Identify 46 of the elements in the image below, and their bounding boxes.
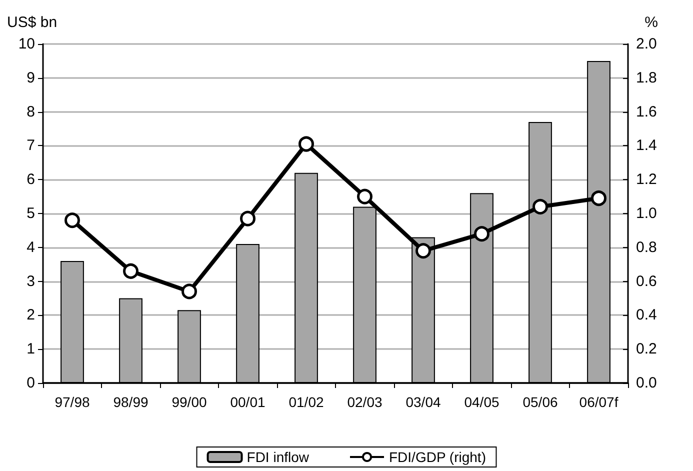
y-tick-label: 5 bbox=[26, 205, 35, 222]
y-tick-label: 1 bbox=[26, 340, 35, 358]
x-tick-label: 04/05 bbox=[464, 394, 500, 410]
y-axis-title: US$ bn bbox=[7, 14, 58, 31]
point bbox=[240, 210, 256, 226]
point bbox=[298, 136, 314, 152]
y-tick-label: 9 bbox=[26, 69, 35, 86]
point bbox=[532, 198, 548, 214]
y2-tick-label: 1.2 bbox=[636, 171, 657, 188]
point bbox=[182, 284, 197, 300]
x-tick-label: 99/00 bbox=[172, 394, 207, 410]
y2-tick-label: 0.0 bbox=[636, 374, 657, 392]
x-tick-label: 01/02 bbox=[288, 394, 324, 410]
point bbox=[357, 188, 372, 204]
x-tick-label: 97/98 bbox=[54, 394, 90, 410]
x-tick-label: 05/06 bbox=[522, 394, 558, 410]
y2-tick-label: 1.8 bbox=[636, 69, 657, 86]
point bbox=[591, 190, 606, 206]
point bbox=[474, 226, 490, 242]
y-tick-label: 3 bbox=[26, 272, 35, 290]
point bbox=[64, 212, 80, 228]
y-tick-label: 8 bbox=[26, 103, 35, 120]
y2-tick-label: 0.8 bbox=[636, 238, 657, 256]
y2-tick-label: 1.4 bbox=[636, 137, 657, 154]
y2-tick-label: 0.2 bbox=[636, 340, 657, 358]
y-tick-label: 0 bbox=[26, 374, 35, 392]
y-tick-label: 4 bbox=[26, 238, 35, 256]
y-tick-label: 6 bbox=[26, 171, 35, 188]
legend-label: FDI/GDP (right) bbox=[389, 449, 486, 465]
y-tick-label: 7 bbox=[26, 137, 35, 154]
legend-label: FDI inflow bbox=[246, 449, 310, 465]
y2-tick-label: 1.6 bbox=[636, 103, 657, 120]
x-tick-label: 98/99 bbox=[113, 394, 148, 410]
y2-tick-label: 2.0 bbox=[636, 36, 657, 52]
point bbox=[416, 243, 431, 259]
x-tick-label: 00/01 bbox=[230, 394, 266, 410]
y-tick-label: 2 bbox=[26, 306, 35, 324]
y2-tick-label: 0.6 bbox=[636, 272, 657, 290]
y2-axis-title: % bbox=[644, 14, 658, 31]
x-tick-label: 03/04 bbox=[406, 394, 441, 410]
x-tick-label: 06/07f bbox=[579, 394, 618, 410]
y2-tick-label: 1.0 bbox=[636, 205, 657, 222]
x-tick-label: 02/03 bbox=[347, 394, 382, 410]
y2-tick-label: 0.4 bbox=[636, 306, 657, 324]
y-tick-label: 10 bbox=[18, 36, 35, 52]
point bbox=[123, 263, 138, 279]
